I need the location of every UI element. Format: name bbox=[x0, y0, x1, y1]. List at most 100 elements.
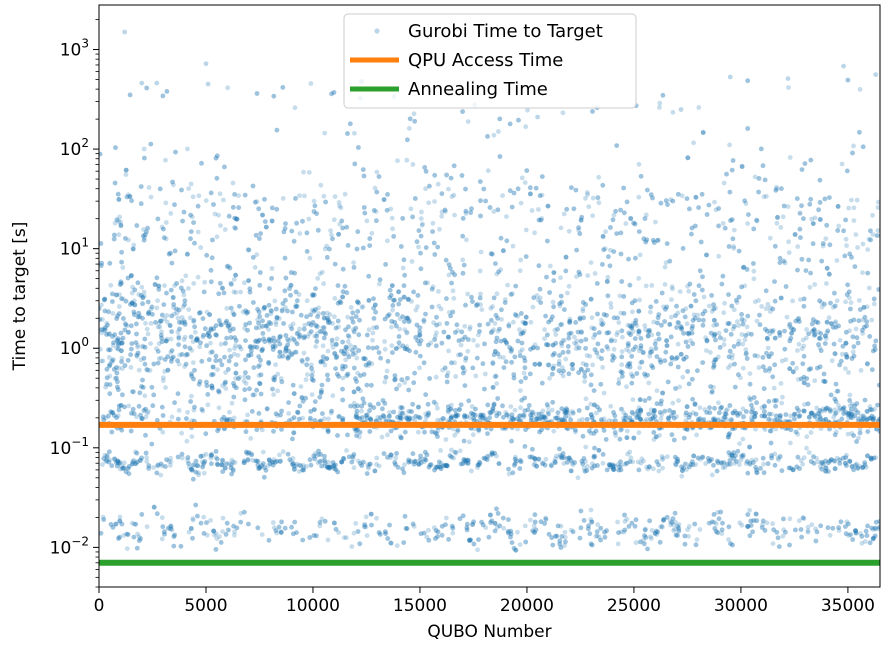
scatter-point bbox=[322, 131, 327, 136]
scatter-point bbox=[511, 320, 516, 325]
scatter-point bbox=[849, 198, 854, 203]
scatter-point bbox=[781, 214, 786, 219]
scatter-point bbox=[603, 229, 608, 234]
scatter-point bbox=[242, 280, 247, 285]
scatter-point bbox=[184, 362, 189, 367]
scatter-point bbox=[797, 518, 802, 523]
scatter-point bbox=[710, 473, 715, 478]
scatter-point bbox=[783, 530, 788, 535]
scatter-point bbox=[180, 278, 185, 283]
scatter-point bbox=[553, 332, 558, 337]
scatter-point bbox=[767, 412, 772, 417]
scatter-point bbox=[819, 348, 824, 353]
scatter-point bbox=[528, 518, 533, 523]
scatter-point bbox=[670, 401, 675, 406]
scatter-point bbox=[462, 324, 467, 329]
scatter-point bbox=[603, 535, 608, 540]
scatter-point bbox=[230, 401, 235, 406]
scatter-point bbox=[202, 290, 207, 295]
scatter-point bbox=[445, 374, 450, 379]
scatter-point bbox=[118, 515, 123, 520]
scatter-point bbox=[576, 475, 581, 480]
scatter-point bbox=[844, 243, 849, 248]
scatter-point bbox=[674, 304, 679, 309]
scatter-point bbox=[516, 186, 521, 191]
scatter-point bbox=[771, 541, 776, 546]
scatter-point bbox=[732, 228, 737, 233]
scatter-point bbox=[670, 284, 675, 289]
scatter-point bbox=[106, 414, 111, 419]
scatter-point bbox=[851, 144, 856, 149]
scatter-point bbox=[779, 381, 784, 386]
scatter-point bbox=[117, 232, 122, 237]
scatter-point bbox=[605, 275, 610, 280]
scatter-point bbox=[737, 441, 742, 446]
scatter-point bbox=[637, 430, 642, 435]
scatter-point bbox=[700, 274, 705, 279]
scatter-point bbox=[411, 162, 416, 167]
scatter-point bbox=[618, 437, 623, 442]
scatter-point bbox=[110, 299, 115, 304]
scatter-point bbox=[390, 308, 395, 313]
scatter-point bbox=[143, 321, 148, 326]
scatter-point bbox=[779, 186, 784, 191]
scatter-point bbox=[837, 363, 842, 368]
scatter-point bbox=[625, 429, 630, 434]
scatter-point bbox=[835, 228, 840, 233]
scatter-point bbox=[163, 385, 168, 390]
scatter-point bbox=[525, 108, 530, 113]
scatter-point bbox=[334, 342, 339, 347]
scatter-point bbox=[865, 247, 870, 252]
scatter-point bbox=[347, 354, 352, 359]
scatter-point bbox=[191, 518, 196, 523]
scatter-point bbox=[861, 242, 866, 247]
scatter-point bbox=[545, 333, 550, 338]
scatter-point bbox=[790, 299, 795, 304]
scatter-point bbox=[275, 389, 280, 394]
scatter-point bbox=[577, 231, 582, 236]
scatter-point bbox=[669, 297, 674, 302]
scatter-point bbox=[788, 441, 793, 446]
scatter-point bbox=[161, 378, 166, 383]
scatter-point bbox=[168, 211, 173, 216]
scatter-point bbox=[268, 321, 273, 326]
scatter-point bbox=[367, 327, 372, 332]
scatter-point bbox=[701, 323, 706, 328]
scatter-point bbox=[409, 206, 414, 211]
scatter-point bbox=[439, 307, 444, 312]
scatter-point bbox=[418, 251, 423, 256]
scatter-point bbox=[461, 271, 466, 276]
scatter-point bbox=[687, 524, 692, 529]
scatter-point bbox=[196, 275, 201, 280]
scatter-point bbox=[431, 221, 436, 226]
scatter-point bbox=[142, 156, 147, 161]
scatter-point bbox=[123, 322, 128, 327]
scatter-point bbox=[835, 298, 840, 303]
scatter-point bbox=[290, 437, 295, 442]
scatter-point bbox=[509, 360, 514, 365]
scatter-point bbox=[432, 400, 437, 405]
scatter-point bbox=[488, 306, 493, 311]
scatter-point bbox=[305, 298, 310, 303]
scatter-point bbox=[416, 405, 421, 410]
scatter-point bbox=[460, 258, 465, 263]
scatter-point bbox=[430, 287, 435, 292]
scatter-point bbox=[599, 417, 604, 422]
scatter-point bbox=[585, 464, 590, 469]
scatter-point bbox=[838, 338, 843, 343]
scatter-point bbox=[778, 454, 783, 459]
scatter-point bbox=[416, 245, 421, 250]
scatter-point bbox=[523, 365, 528, 370]
scatter-point bbox=[295, 331, 300, 336]
scatter-point bbox=[555, 327, 560, 332]
scatter-point bbox=[544, 457, 549, 462]
scatter-point bbox=[851, 350, 856, 355]
scatter-point bbox=[598, 526, 603, 531]
scatter-point bbox=[563, 357, 568, 362]
scatter-point bbox=[189, 394, 194, 399]
scatter-point bbox=[768, 236, 773, 241]
scatter-point bbox=[619, 407, 624, 412]
scatter-point bbox=[223, 341, 228, 346]
scatter-point bbox=[171, 302, 176, 307]
scatter-point bbox=[396, 302, 401, 307]
